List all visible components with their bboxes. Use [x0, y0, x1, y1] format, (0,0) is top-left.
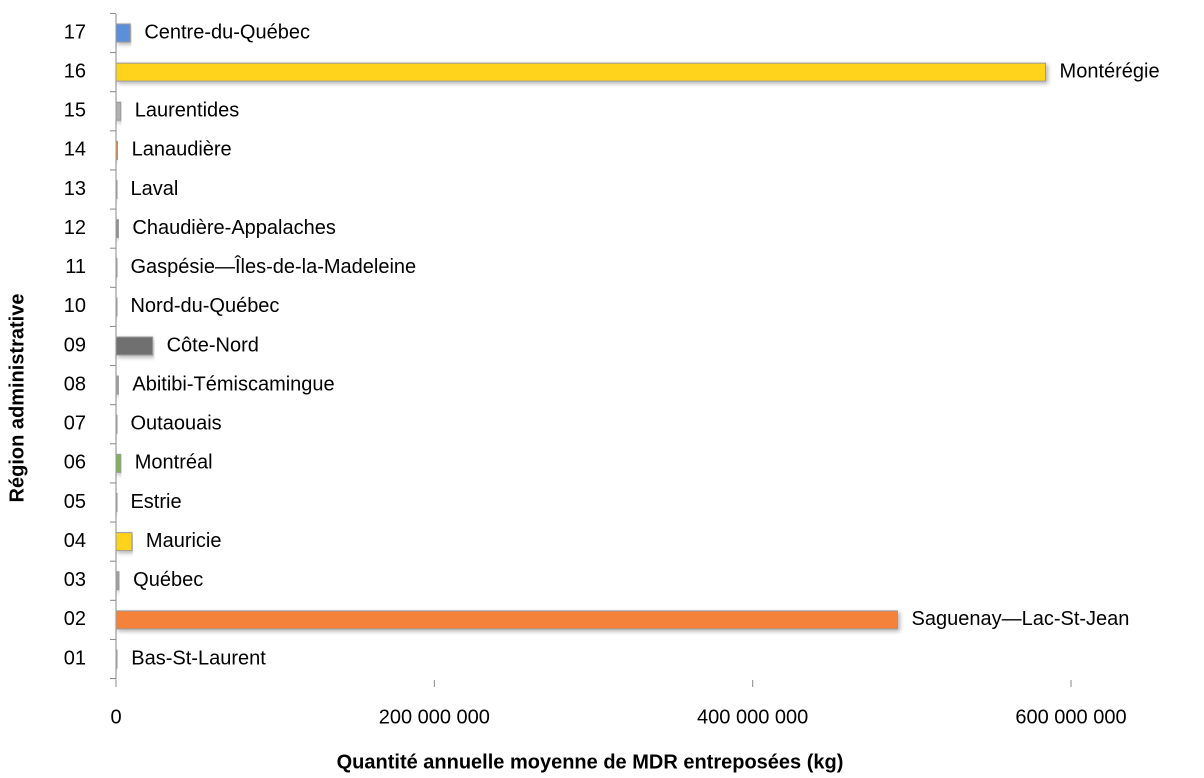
bar: [115, 414, 118, 434]
y-tick-label: 06: [64, 452, 86, 474]
y-tick-label: 03: [64, 569, 86, 591]
y-axis-title: Région administrative: [6, 294, 28, 503]
bar-label: Estrie: [130, 491, 181, 513]
bar-label: Centre-du-Québec: [144, 21, 310, 43]
bar: [115, 180, 118, 199]
bar-label: Abitibi-Témiscamingue: [132, 373, 334, 395]
y-tick-label: 01: [64, 647, 86, 669]
bar: [115, 258, 118, 278]
bar: [115, 453, 122, 473]
x-tick-label: 400 000 000: [697, 706, 808, 728]
y-tick-label: 08: [64, 373, 86, 395]
y-tick-label: 09: [64, 334, 86, 356]
x-tick-label: 200 000 000: [379, 706, 490, 728]
bar: [115, 140, 119, 160]
bar: [115, 375, 119, 395]
bar: [115, 532, 133, 552]
y-tick-label: 10: [64, 295, 86, 317]
bar-label: Montérégie: [1060, 60, 1160, 82]
y-tick-label: 13: [64, 178, 86, 200]
x-tick-label: 600 000 000: [1015, 706, 1126, 728]
bar-label: Laval: [130, 178, 178, 200]
x-tick-label: 0: [110, 706, 121, 728]
bar-label: Bas-St-Laurent: [131, 647, 266, 669]
y-tick-label: 16: [64, 60, 86, 82]
y-tick-label: 07: [64, 413, 86, 435]
y-tick-label: 15: [64, 100, 86, 122]
bar-label: Nord-du-Québec: [130, 295, 279, 317]
x-axis-title: Quantité annuelle moyenne de MDR entrepo…: [337, 751, 844, 773]
bar: [115, 219, 119, 239]
y-tick-label: 14: [64, 139, 86, 161]
bar: [115, 493, 118, 512]
bar-label: Lanaudière: [132, 139, 232, 161]
bar: [115, 101, 122, 121]
bar-label: Laurentides: [135, 100, 240, 122]
bar-label: Saguenay—Lac-St-Jean: [912, 608, 1130, 630]
bar: [115, 571, 120, 591]
y-tick-label: 11: [65, 256, 86, 278]
y-tick-label: 04: [64, 530, 86, 552]
bar: [115, 649, 118, 669]
bar: [115, 297, 118, 317]
bar: [115, 62, 1047, 82]
y-tick-label: 05: [64, 491, 86, 513]
y-tick-label: 12: [64, 217, 86, 239]
y-tick-label: 17: [64, 21, 86, 43]
bar-label: Mauricie: [146, 530, 222, 552]
bar-label: Chaudière-Appalaches: [132, 217, 335, 239]
bar-label: Gaspésie—Îles-de-la-Madeleine: [130, 255, 416, 278]
bar: [115, 23, 131, 43]
bar: [115, 336, 154, 356]
bar-label: Outaouais: [130, 413, 221, 435]
bar: [115, 610, 899, 630]
bar-label: Montréal: [135, 452, 213, 474]
y-tick-label: 02: [64, 608, 86, 630]
bar-label: Côte-Nord: [167, 334, 259, 356]
bar-label: Québec: [133, 569, 203, 591]
